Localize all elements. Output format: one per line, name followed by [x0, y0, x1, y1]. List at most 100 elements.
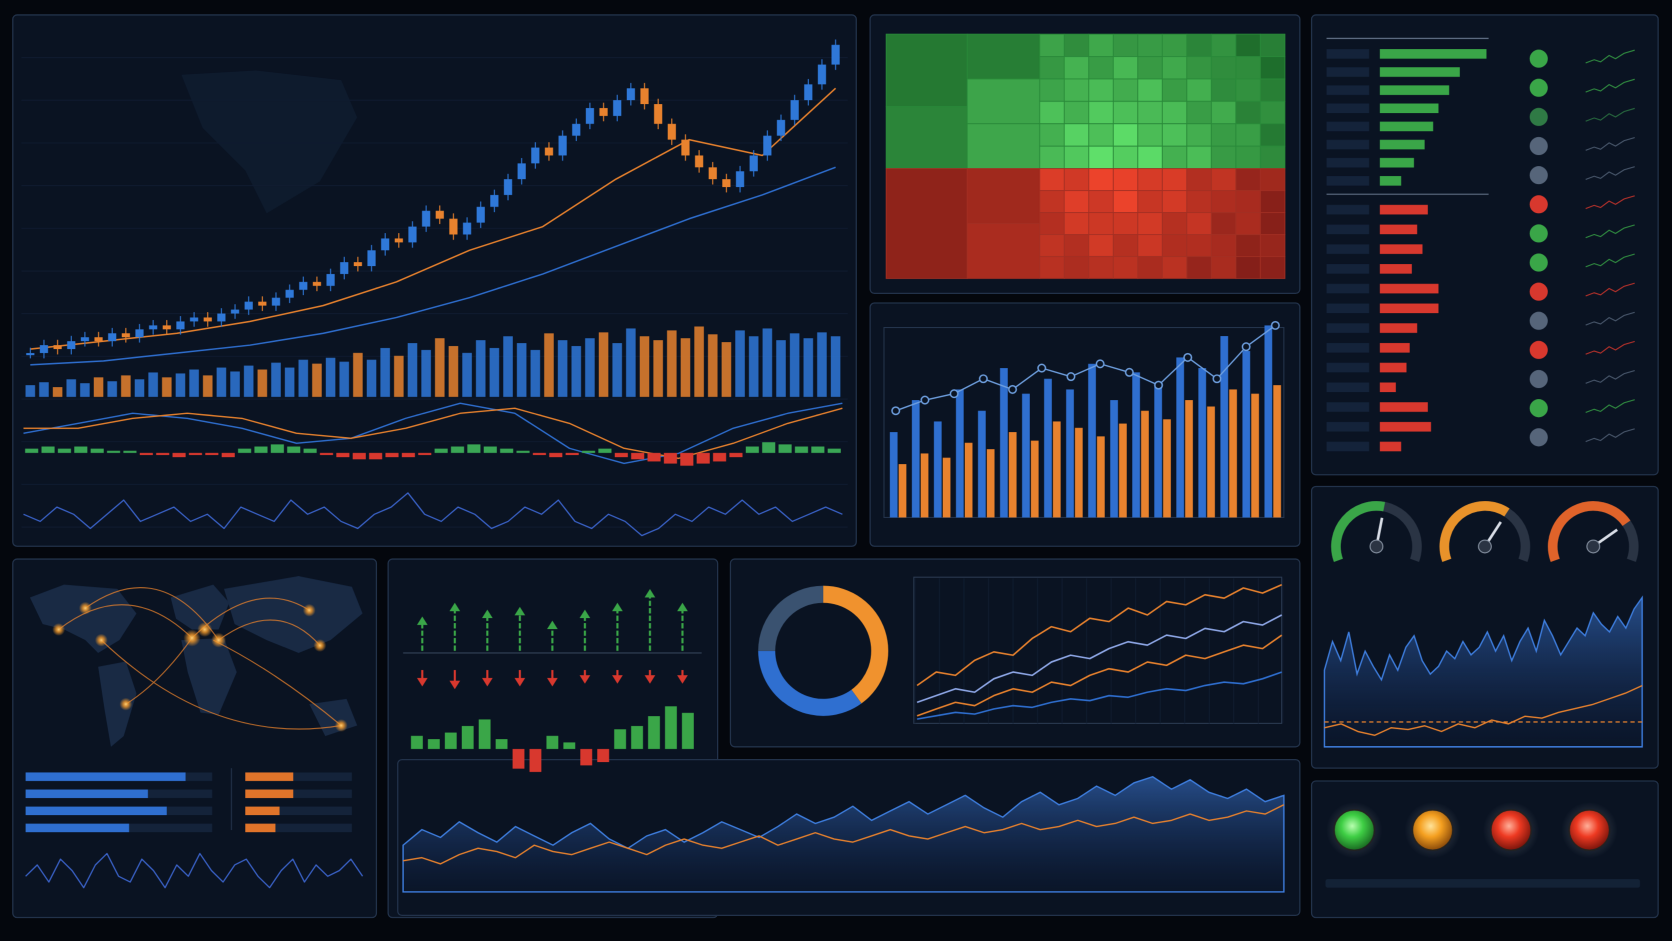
- treemap-cell: [966, 168, 1041, 224]
- bar: [1379, 204, 1428, 215]
- bar: [1220, 336, 1229, 518]
- route: [218, 619, 321, 646]
- treemap-cell: [1112, 212, 1139, 235]
- arrow-head: [481, 609, 493, 619]
- volume-bar: [380, 347, 390, 397]
- treemap-cell: [885, 106, 968, 169]
- continent: [223, 576, 363, 653]
- arrow-head: [514, 606, 526, 616]
- treemap-cell: [1210, 56, 1237, 80]
- treemap-cell: [1088, 190, 1114, 213]
- volume-bar: [571, 346, 582, 397]
- histogram-bar: [172, 452, 186, 458]
- treemap-cell: [1161, 256, 1188, 279]
- volume-bar: [121, 375, 131, 397]
- histogram-bar: [500, 448, 514, 453]
- volume-bar: [707, 334, 718, 397]
- arrow-head: [449, 680, 461, 690]
- bar-track: [1326, 85, 1370, 95]
- treemap-cell: [1039, 256, 1065, 279]
- sparkline: [1585, 399, 1635, 413]
- route: [58, 604, 193, 639]
- bar-track: [1326, 224, 1370, 235]
- treemap-cell: [1063, 190, 1090, 213]
- volume-bar: [52, 387, 63, 397]
- volume-bar: [366, 359, 377, 397]
- treemap-cell: [1039, 212, 1065, 235]
- bar: [1379, 362, 1407, 373]
- volume-bar: [817, 332, 827, 397]
- volume-bar: [80, 383, 90, 397]
- line: [916, 583, 1283, 687]
- treemap-cell: [1161, 100, 1188, 125]
- light: [1489, 808, 1533, 852]
- treemap-cell: [1088, 234, 1114, 257]
- treemap-cell: [1235, 168, 1261, 191]
- arrow-head: [579, 609, 591, 619]
- histogram-bar: [745, 446, 759, 453]
- candle: [312, 281, 322, 286]
- treemap-cell: [1137, 33, 1163, 57]
- bar-track: [1326, 157, 1370, 168]
- treemap-cell: [1186, 100, 1212, 125]
- candle: [585, 108, 594, 124]
- continent: [181, 638, 237, 715]
- treemap-cell: [1259, 78, 1286, 102]
- candle: [667, 123, 676, 140]
- candle: [285, 289, 294, 298]
- volume-bar: [243, 365, 254, 397]
- arrow-head: [644, 675, 656, 684]
- bar-track: [1326, 103, 1370, 114]
- histogram-bar: [205, 452, 219, 456]
- histogram-bar: [461, 725, 474, 749]
- bar-track: [245, 823, 352, 833]
- world-map: [29, 70, 363, 747]
- volume-bar: [830, 336, 841, 397]
- treemap-cell: [1063, 212, 1090, 235]
- histogram-bar: [444, 732, 457, 749]
- trend-point: [1124, 367, 1134, 377]
- area: [1323, 595, 1643, 748]
- treemap-cell: [1210, 100, 1237, 125]
- continent: [98, 661, 137, 747]
- bar: [1141, 410, 1149, 518]
- candle: [626, 88, 635, 101]
- sparkline: [1585, 253, 1635, 268]
- histogram-bar: [369, 452, 383, 460]
- candle: [804, 84, 813, 101]
- bar: [977, 410, 986, 518]
- volume-bar: [394, 355, 404, 397]
- trend-point: [920, 395, 930, 405]
- treemap-cell: [1210, 234, 1237, 257]
- histogram-bar: [529, 748, 542, 772]
- bar: [1154, 385, 1162, 518]
- bar: [1030, 440, 1039, 518]
- histogram-bar: [532, 452, 546, 456]
- treemap-cell: [1235, 212, 1261, 235]
- candle: [394, 238, 403, 243]
- candle: [217, 313, 226, 322]
- bar: [1185, 400, 1193, 518]
- bar-track: [1326, 402, 1370, 412]
- histogram-bar: [25, 448, 39, 453]
- histogram-bar: [495, 739, 508, 749]
- bar-track: [1326, 323, 1370, 333]
- treemap-cell: [1259, 56, 1286, 80]
- sparkline: [1585, 428, 1635, 443]
- treemap-cell: [1088, 145, 1114, 169]
- candle: [381, 238, 390, 251]
- candle: [544, 147, 554, 156]
- treemap-cell: [966, 78, 1041, 125]
- treemap-cell: [1210, 168, 1237, 191]
- candle: [230, 309, 240, 314]
- histogram-bar: [106, 450, 121, 453]
- histogram-bar: [512, 748, 525, 769]
- candle: [108, 333, 117, 342]
- volume-bar: [748, 336, 759, 397]
- arrow-head: [416, 677, 428, 687]
- treemap-cell: [1039, 145, 1065, 169]
- volume-bar: [107, 381, 117, 397]
- treemap-cell: [1039, 123, 1065, 147]
- trend-point: [1270, 320, 1280, 330]
- city: [197, 621, 213, 637]
